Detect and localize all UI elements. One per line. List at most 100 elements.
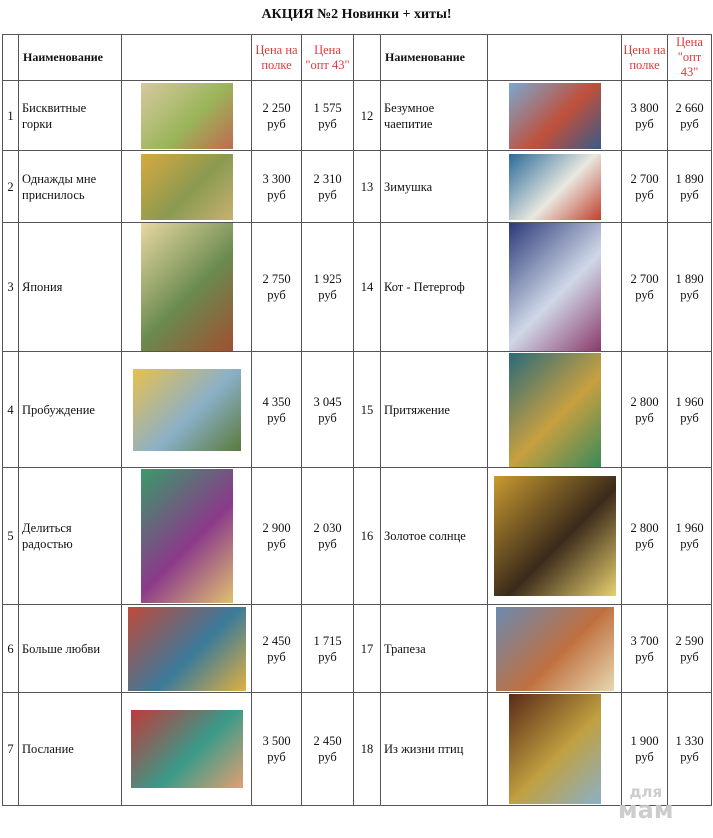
currency: руб [635,288,654,302]
item-name: Больше любви [18,604,122,693]
image-cell [121,222,252,352]
price-opt: 2 660 руб [667,80,712,151]
price-shelf: 1 900 руб [621,692,668,806]
table-row: 4 Пробуждение 4 350 руб 3 045 руб 15 Притяжение… [2,351,712,468]
painting-image [140,469,233,603]
currency: руб [680,288,699,302]
price-shelf: 2 700 руб [621,222,668,352]
currency: руб [267,187,286,202]
item-number: 4 [2,351,19,468]
painting-image [140,153,233,220]
item-number: 12 [353,80,381,151]
item-number: 1 [2,80,19,151]
header-row: Наименование Цена на полке Цена "опт 43"… [2,34,712,81]
item-number: 17 [353,604,381,693]
price-shelf: 2 800 руб [621,351,668,468]
price-shelf: 3 500 руб [251,692,302,806]
price-value: 3 800 [630,100,659,115]
currency: руб [635,116,654,131]
image-cell [487,467,622,605]
currency: руб [635,187,654,202]
price-shelf: 2 800 руб [621,467,668,605]
page-title: АКЦИЯ №2 Новинки + хиты! [261,7,452,22]
currency: руб [680,410,699,425]
price-value: 2 590 [675,633,704,648]
item-name: Япония [18,222,122,352]
price-shelf: 2 700 руб [621,150,668,223]
image-cell [487,604,622,693]
item-name: Делиться радостью [18,467,122,605]
table-row: 5 Делиться радостью 2 900 руб 2 030 руб 16 Золо… [2,467,712,605]
painting-image [127,606,246,691]
currency: руб [267,649,286,664]
currency: руб [635,649,654,664]
price-opt: 1 575 руб [301,80,354,151]
image-cell [487,80,622,151]
image-cell [487,222,622,352]
image-cell [487,150,622,223]
price-value: 2 030 [313,521,342,535]
price-value: 1 960 [675,521,704,535]
price-value: 2 800 [630,521,659,535]
price-shelf-header: Цена на полке [251,34,302,81]
painting-image [130,710,243,788]
currency: руб [318,410,337,425]
item-number: 18 [353,692,381,806]
painting-image [140,82,233,149]
item-number: 5 [2,467,19,605]
item-number: 6 [2,604,19,693]
table-row: 6 Больше любви 2 450 руб 1 715 руб 17 Трапеза 3 … [2,604,712,693]
currency: руб [680,537,699,551]
currency: руб [680,116,699,131]
image-cell [121,80,252,151]
price-opt: 1 890 руб [667,150,712,223]
item-name: Пробуждение [18,351,122,468]
item-number: 7 [2,692,19,806]
price-value: 3 700 [630,633,659,648]
price-opt: 2 590 руб [667,604,712,693]
item-name: Зимушка [380,150,488,223]
image-cell [487,692,622,806]
price-value: 2 900 [262,521,291,535]
painting-image [508,82,601,149]
image-cell [121,351,252,468]
price-shelf: 2 450 руб [251,604,302,693]
price-value: 4 350 [262,394,291,409]
currency: руб [318,288,337,302]
currency: руб [267,537,286,551]
currency: руб [680,750,699,764]
price-opt-header: Цена "опт 43" [301,34,354,81]
price-value: 3 300 [262,171,291,186]
num-header [2,34,19,81]
price-value: 2 310 [313,171,342,186]
price-value: 1 890 [675,272,704,286]
price-opt: 2 030 руб [301,467,354,605]
price-value: 1 575 [313,100,342,115]
price-table: Наименование Цена на полке Цена "опт 43"… [2,34,712,806]
price-value: 1 900 [630,734,659,748]
currency: руб [635,410,654,425]
price-value: 1 890 [675,171,704,186]
table-row: 7 Послание 3 500 руб 2 450 руб 18 Из жизни птиц… [2,692,712,806]
image-header [487,34,622,81]
item-name: Золотое солнце [380,467,488,605]
table-row: 3 Япония 2 750 руб 1 925 руб 14 Кот - Петергоф 2… [2,222,712,352]
image-cell [121,150,252,223]
price-value: 2 800 [630,394,659,409]
currency: руб [318,649,337,664]
price-opt: 1 960 руб [667,467,712,605]
price-shelf: 2 250 руб [251,80,302,151]
price-value: 2 450 [313,734,342,748]
currency: руб [635,750,654,764]
price-value: 1 960 [675,394,704,409]
painting-image [508,153,601,220]
price-shelf: 3 700 руб [621,604,668,693]
image-cell [121,692,252,806]
table-row: 1 Бисквитные горки 2 250 руб 1 575 руб 12 Безум… [2,80,712,151]
price-value: 2 250 [262,100,291,115]
name-header: Наименование [380,34,488,81]
currency: руб [267,116,286,131]
item-name: Из жизни птиц [380,692,488,806]
price-opt: 1 330 руб [667,692,712,806]
table-row: 2 Однажды мне приснилось 3 300 руб 2 310 руб 1… [2,150,712,223]
